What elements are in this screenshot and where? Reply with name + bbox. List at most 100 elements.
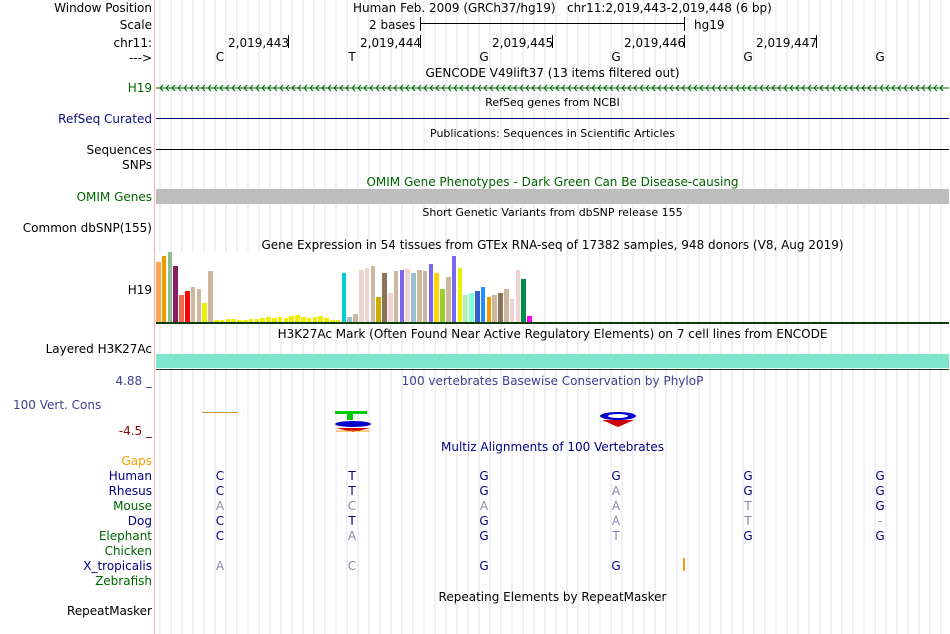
gtex-tissue-bar[interactable]: [161, 255, 167, 322]
multiz-track-title[interactable]: Multiz Alignments of 100 Vertebrates: [440, 440, 665, 454]
gtex-tissue-bar[interactable]: [289, 316, 294, 322]
omim-track-title[interactable]: OMIM Gene Phenotypes - Dark Green Can Be…: [366, 175, 739, 189]
gtex-tissue-bar[interactable]: [388, 292, 393, 322]
gtex-tissue-bar[interactable]: [254, 319, 260, 322]
sequences-line[interactable]: [156, 149, 949, 150]
gtex-tissue-bar[interactable]: [231, 319, 236, 322]
gtex-tissue-bar[interactable]: [272, 318, 277, 322]
gtex-tissue-bar[interactable]: [515, 269, 521, 322]
gtex-tissue-bar[interactable]: [202, 302, 207, 322]
gtex-tissue-bar[interactable]: [486, 296, 492, 322]
gtex-tissue-bar[interactable]: [521, 279, 526, 322]
gtex-tissue-bar[interactable]: [324, 318, 329, 322]
phylop-logo-plot[interactable]: [156, 400, 949, 440]
gtex-tissue-bar[interactable]: [353, 314, 358, 322]
gtex-tissue-bar[interactable]: [301, 317, 306, 322]
gtex-tissue-bar[interactable]: [382, 273, 387, 322]
gtex-tissue-bar[interactable]: [492, 294, 497, 322]
gtex-tissue-bar[interactable]: [446, 277, 451, 322]
gtex-tissue-bar[interactable]: [225, 319, 231, 322]
gtex-tissue-bar[interactable]: [376, 296, 381, 322]
gtex-tissue-bar[interactable]: [237, 320, 242, 322]
gencode-h19-feature[interactable]: [156, 81, 949, 95]
gtex-tissue-bar[interactable]: [190, 287, 196, 322]
dbsnp-track-title[interactable]: Short Genetic Variants from dbSNP releas…: [422, 206, 683, 219]
gtex-tissue-bar[interactable]: [405, 268, 410, 322]
publications-track-title[interactable]: Publications: Sequences in Scientific Ar…: [430, 127, 675, 140]
gtex-tissue-bar[interactable]: [451, 255, 457, 322]
omim-genes-label[interactable]: OMIM Genes: [76, 190, 152, 204]
gtex-tissue-bar[interactable]: [504, 288, 509, 322]
gtex-tissue-bar[interactable]: [318, 316, 323, 322]
gtex-tissue-bar[interactable]: [167, 252, 173, 322]
gtex-tissue-bar[interactable]: [347, 317, 352, 322]
omim-gene-bar[interactable]: [156, 189, 949, 204]
gtex-tissue-bar[interactable]: [370, 265, 376, 322]
gtex-tissue-bar[interactable]: [156, 261, 161, 322]
species-label-human[interactable]: Human: [108, 469, 152, 483]
gtex-tissue-bar[interactable]: [185, 290, 190, 322]
gtex-tissue-bar[interactable]: [527, 316, 532, 322]
gtex-tissue-bar[interactable]: [411, 273, 416, 322]
gtex-tissue-bar[interactable]: [330, 320, 335, 322]
gtex-tissue-bar[interactable]: [306, 318, 312, 322]
gtex-tissue-bar[interactable]: [341, 273, 347, 322]
species-label-rhesus[interactable]: Rhesus: [108, 484, 152, 498]
gencode-track-title[interactable]: GENCODE V49lift37 (13 items filtered out…: [425, 66, 680, 80]
layered-h3k27ac-label[interactable]: Layered H3K27Ac: [45, 342, 152, 356]
gtex-tissue-bar[interactable]: [248, 319, 254, 322]
gtex-tissue-bar[interactable]: [359, 269, 364, 322]
species-label-mouse[interactable]: Mouse: [113, 499, 152, 513]
gtex-tissue-bar[interactable]: [283, 318, 289, 322]
gtex-bar-chart[interactable]: [156, 252, 536, 322]
gtex-tissue-bar[interactable]: [417, 269, 422, 322]
gtex-tissue-bar[interactable]: [463, 294, 468, 322]
h3k27ac-signal[interactable]: [156, 354, 949, 368]
species-label-x_tropicalis[interactable]: X_tropicalis: [83, 559, 152, 573]
gtex-tissue-bar[interactable]: [335, 320, 341, 322]
repeatmasker-track-title[interactable]: Repeating Elements by RepeatMasker: [438, 590, 667, 604]
species-label-zebrafish[interactable]: Zebrafish: [95, 574, 152, 588]
gtex-tissue-bar[interactable]: [312, 317, 318, 322]
gtex-tissue-bar[interactable]: [428, 263, 434, 322]
gtex-h19-label[interactable]: H19: [127, 283, 152, 297]
refseq-curated-line[interactable]: [156, 118, 949, 119]
common-dbsnp-label[interactable]: Common dbSNP(155): [22, 221, 152, 235]
gtex-tissue-bar[interactable]: [434, 273, 439, 322]
gaps-label[interactable]: Gaps: [121, 454, 152, 468]
gtex-tissue-bar[interactable]: [260, 318, 265, 322]
gtex-tissue-bar[interactable]: [393, 271, 399, 322]
sequences-label[interactable]: Sequences: [86, 143, 152, 157]
gtex-track-title[interactable]: Gene Expression in 54 tissues from GTEx …: [261, 238, 844, 252]
gtex-tissue-bar[interactable]: [364, 267, 370, 322]
species-label-chicken[interactable]: Chicken: [104, 544, 152, 558]
phylop-track-title[interactable]: 100 vertebrates Basewise Conservation by…: [401, 374, 704, 388]
gtex-tissue-bar[interactable]: [214, 320, 219, 322]
snps-label[interactable]: SNPs: [122, 158, 152, 172]
species-label-elephant[interactable]: Elephant: [98, 529, 152, 543]
gtex-tissue-bar[interactable]: [509, 298, 515, 322]
gtex-tissue-bar[interactable]: [219, 320, 225, 322]
gtex-tissue-bar[interactable]: [208, 271, 213, 322]
gtex-tissue-bar[interactable]: [498, 292, 503, 322]
gtex-tissue-bar[interactable]: [422, 271, 428, 322]
gtex-tissue-bar[interactable]: [457, 267, 463, 322]
gtex-tissue-bar[interactable]: [475, 290, 480, 322]
gtex-tissue-bar[interactable]: [295, 315, 300, 322]
repeatmasker-label[interactable]: RepeatMasker: [66, 604, 152, 618]
h3k27ac-track-title[interactable]: H3K27Ac Mark (Often Found Near Active Re…: [277, 327, 828, 341]
vert-cons-label[interactable]: 100 Vert. Cons: [13, 398, 102, 412]
gtex-tissue-bar[interactable]: [469, 292, 474, 322]
gtex-tissue-bar[interactable]: [440, 288, 445, 322]
gtex-tissue-bar[interactable]: [266, 317, 271, 322]
gtex-tissue-bar[interactable]: [179, 294, 184, 322]
gtex-tissue-bar[interactable]: [196, 288, 202, 322]
gtex-tissue-bar[interactable]: [399, 269, 405, 322]
gencode-h19-label[interactable]: H19: [127, 81, 152, 95]
species-label-dog[interactable]: Dog: [127, 514, 152, 528]
gtex-tissue-bar[interactable]: [277, 317, 283, 322]
refseq-track-title[interactable]: RefSeq genes from NCBI: [485, 96, 620, 109]
gtex-tissue-bar[interactable]: [243, 320, 248, 322]
refseq-curated-label[interactable]: RefSeq Curated: [58, 112, 152, 126]
gtex-tissue-bar[interactable]: [480, 287, 486, 322]
